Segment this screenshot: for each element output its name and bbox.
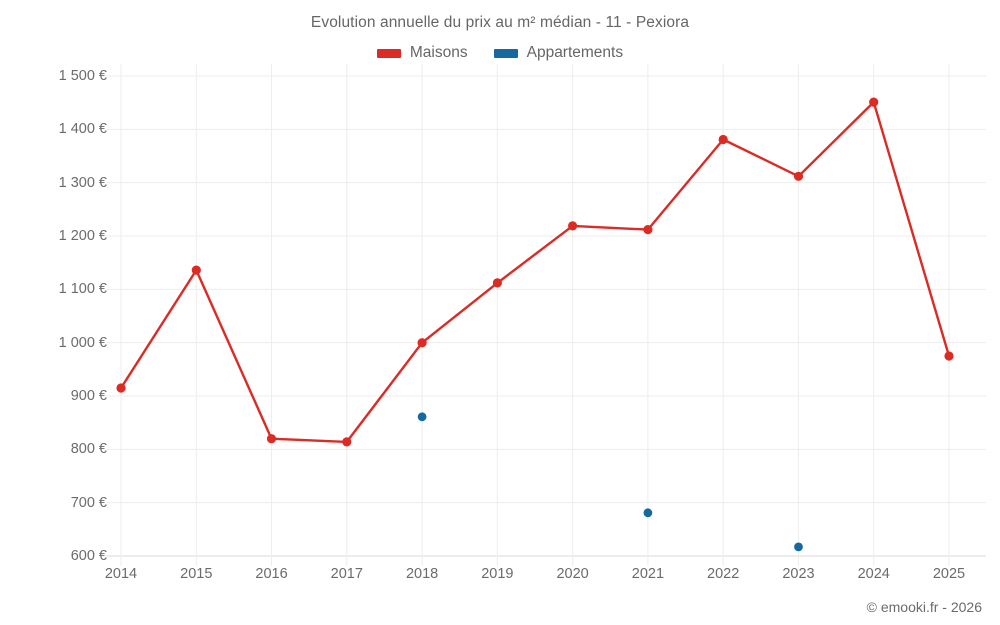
- legend-label-maisons: Maisons: [409, 44, 468, 61]
- data-point-maisons[interactable]: [417, 338, 427, 348]
- y-axis-tick-label: 1 500 €: [58, 68, 107, 84]
- data-point-maisons[interactable]: [191, 265, 201, 275]
- x-axis-tick-label: 2025: [932, 566, 966, 582]
- y-axis-tick-label: 1 300 €: [58, 174, 107, 191]
- x-axis-tick-label: 2023: [782, 566, 815, 582]
- data-point-maisons[interactable]: [568, 221, 578, 231]
- series-line-maisons: [119, 100, 951, 444]
- data-point-maisons[interactable]: [116, 383, 126, 393]
- y-axis-tick-label: 800 €: [70, 441, 107, 458]
- y-axis-tick-label: 1 400 €: [58, 121, 107, 138]
- legend-item-appartements[interactable]: Appartements: [493, 44, 624, 62]
- data-point-maisons[interactable]: [869, 97, 879, 107]
- data-point-maisons[interactable]: [492, 278, 502, 288]
- data-point-maisons[interactable]: [266, 434, 277, 444]
- x-axis-tick-label: 2022: [707, 566, 740, 582]
- x-axis-tick-label: 2016: [255, 566, 288, 582]
- data-point-appartements[interactable]: [643, 508, 653, 518]
- legend-label-appartements: Appartements: [526, 44, 624, 61]
- x-axis-tick-label: 2017: [330, 566, 363, 582]
- footer-credit: © emooki.fr - 2026: [866, 599, 982, 615]
- y-axis-tick-label: 700 €: [70, 494, 107, 511]
- chart-legend: Maisons Appartements: [0, 44, 1000, 62]
- x-axis-tick-label: 2020: [556, 566, 589, 582]
- data-point-maisons[interactable]: [718, 134, 728, 145]
- data-point-maisons[interactable]: [643, 225, 653, 235]
- legend-swatch-appartements: [493, 48, 518, 58]
- y-axis-tick-label: 1 100 €: [58, 281, 107, 298]
- data-point-appartements[interactable]: [794, 542, 803, 552]
- x-axis-tick-label: 2019: [481, 566, 514, 582]
- data-point-maisons[interactable]: [342, 437, 352, 447]
- x-axis-tick-label: 2014: [104, 566, 138, 582]
- chart-title: Evolution annuelle du prix au m² médian …: [310, 14, 690, 31]
- legend-item-maisons[interactable]: Maisons: [376, 44, 468, 62]
- y-axis-tick-label: 600 €: [70, 548, 107, 564]
- x-axis-tick-label: 2018: [405, 566, 439, 582]
- x-axis-tick-label: 2021: [631, 566, 665, 582]
- x-axis-tick-label: 2015: [180, 566, 213, 582]
- x-axis-tick-label: 2024: [857, 566, 890, 582]
- data-point-appartements[interactable]: [417, 412, 427, 422]
- y-axis-tick-label: 1 000 €: [58, 334, 107, 351]
- data-point-maisons[interactable]: [944, 351, 954, 361]
- y-axis-tick-label: 900 €: [70, 388, 107, 404]
- legend-swatch-maisons: [376, 48, 401, 58]
- y-axis-tick-label: 1 200 €: [58, 228, 107, 244]
- data-point-maisons[interactable]: [793, 171, 804, 181]
